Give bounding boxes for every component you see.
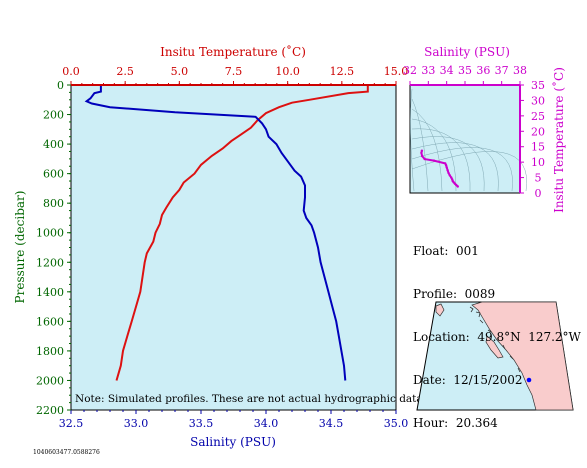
temperature-axis-label: Insitu Temperature (˚C) xyxy=(160,44,306,59)
pressure-tick-label: 1800 xyxy=(36,345,64,358)
ts-x-tick-label: 35 xyxy=(458,64,472,77)
ts-point xyxy=(423,157,426,161)
ts-plot: 32 33 34 35 36 37 38 0 5 10 15 20 25 30 35 Salinity (P… xyxy=(403,45,566,213)
ts-density-contour xyxy=(410,88,415,192)
ts-point xyxy=(432,159,435,162)
main-plot-background xyxy=(70,84,397,411)
salinity-tick-label: 35.0 xyxy=(384,417,409,430)
ts-density-contour xyxy=(411,142,499,192)
location: Location: 49.8°N 127.2°W xyxy=(413,330,581,344)
footer-id: 1040603477.0588276 xyxy=(33,449,100,456)
temperature-tick-label: 5.0 xyxy=(171,65,189,78)
ts-point xyxy=(420,149,424,152)
ts-x-tick-label: 34 xyxy=(440,64,454,77)
ts-points xyxy=(420,149,459,188)
hour: Hour: 20.364 xyxy=(413,416,498,430)
map-island xyxy=(435,303,445,317)
ts-x-axis-label: Salinity (PSU) xyxy=(424,45,510,59)
ts-density-contour xyxy=(411,108,443,192)
location-map xyxy=(416,301,574,411)
ts-x-tick-label: 33 xyxy=(421,64,435,77)
main-plot: 0.0 2.5 5.0 7.5 10.0 12.5 15.0 32.5 33.0 33.5 34.… xyxy=(13,44,426,449)
ts-point xyxy=(420,151,423,155)
pressure-tick-label: 1400 xyxy=(36,286,64,299)
pressure-axis-ticks: 0 200 400 600 800 1000 1200 1400 1600 1800 2000 220… xyxy=(36,79,71,417)
ts-x-tick-label: 38 xyxy=(513,64,527,77)
pressure-tick-label: 800 xyxy=(43,197,64,210)
salinity-tick-label: 33.0 xyxy=(124,417,149,430)
temperature-axis-ticks: 0.0 2.5 5.0 7.5 10.0 12.5 15.0 xyxy=(62,65,409,86)
ts-point xyxy=(446,169,449,172)
ts-y-tick-label: 5 xyxy=(535,172,542,185)
ts-y-tick-label: 15 xyxy=(531,141,545,154)
ts-x-tick-label: 32 xyxy=(403,64,417,77)
pressure-tick-label: 400 xyxy=(43,138,64,151)
salinity-tick-label: 32.5 xyxy=(59,417,84,430)
pressure-tick-label: 1200 xyxy=(36,256,64,269)
temperature-tick-label: 7.5 xyxy=(225,65,243,78)
temperature-tick-label: 10.0 xyxy=(275,65,300,78)
ts-y-tick-label: 30 xyxy=(531,94,545,107)
ts-density-contour xyxy=(411,98,429,192)
pressure-tick-label: 200 xyxy=(43,109,64,122)
temperature-tick-label: 0.0 xyxy=(62,65,80,78)
ts-plot-background xyxy=(409,84,521,194)
ts-y-tick-label: 0 xyxy=(535,187,542,200)
temperature-series-line xyxy=(115,85,369,381)
ts-point xyxy=(456,185,459,188)
ts-point xyxy=(444,164,448,167)
ts-point xyxy=(420,154,424,158)
profile-number: Profile: 0089 xyxy=(413,287,496,301)
ts-density-contours xyxy=(410,88,527,192)
ts-y-axis-label: Insitu Temperature (˚C) xyxy=(551,67,566,213)
ts-density-contour xyxy=(411,151,527,192)
ts-point xyxy=(445,166,448,169)
salinity-series-line xyxy=(84,85,347,381)
pressure-tick-label: 0 xyxy=(57,79,64,92)
temperature-tick-label: 15.0 xyxy=(384,65,409,78)
map-coast-detail xyxy=(469,306,521,373)
ts-y-tick-label: 20 xyxy=(531,125,545,138)
salinity-tick-label: 33.5 xyxy=(189,417,214,430)
float-number: Float: 001 xyxy=(413,244,479,258)
temperature-tick-label: 2.5 xyxy=(116,65,134,78)
salinity-axis-ticks: 32.5 33.0 33.5 34.0 34.5 35.0 xyxy=(59,410,409,430)
ts-density-contour xyxy=(411,147,513,192)
float-location-marker xyxy=(526,377,532,383)
ts-point xyxy=(455,183,458,187)
temperature-tick-label: 12.5 xyxy=(330,65,355,78)
pressure-tick-label: 600 xyxy=(43,168,64,181)
ts-y-tick-label: 10 xyxy=(531,156,545,169)
ts-point xyxy=(447,171,450,175)
chart-note: Note: Simulated profiles. These are not … xyxy=(75,393,426,405)
ts-y-tick-label: 35 xyxy=(531,79,545,92)
salinity-tick-label: 34.5 xyxy=(319,417,344,430)
ts-point xyxy=(444,162,447,165)
pressure-tick-label: 1600 xyxy=(36,315,64,328)
ts-axis-ticks: 32 33 34 35 36 37 38 0 5 10 15 20 25 30 35 xyxy=(403,64,545,200)
float-info: Float: 001 Profile: 0089 Location: 49.8°… xyxy=(413,216,581,445)
ts-x-tick-label: 37 xyxy=(495,64,509,77)
ts-x-tick-label: 36 xyxy=(476,64,490,77)
ts-point xyxy=(450,176,453,179)
map-island xyxy=(485,335,504,359)
salinity-axis-label: Salinity (PSU) xyxy=(190,435,276,449)
salinity-tick-label: 34.0 xyxy=(254,417,279,430)
ts-y-tick-label: 25 xyxy=(531,110,545,123)
pressure-tick-label: 1000 xyxy=(36,227,64,240)
ts-point xyxy=(448,174,451,177)
date: Date: 12/15/2002 xyxy=(413,373,523,387)
pressure-axis-label: Pressure (decibar) xyxy=(13,191,27,304)
ts-density-contour xyxy=(411,118,457,192)
pressure-tick-label: 2200 xyxy=(36,404,64,417)
pressure-tick-label: 2000 xyxy=(36,374,64,387)
ts-density-contour xyxy=(411,136,485,192)
